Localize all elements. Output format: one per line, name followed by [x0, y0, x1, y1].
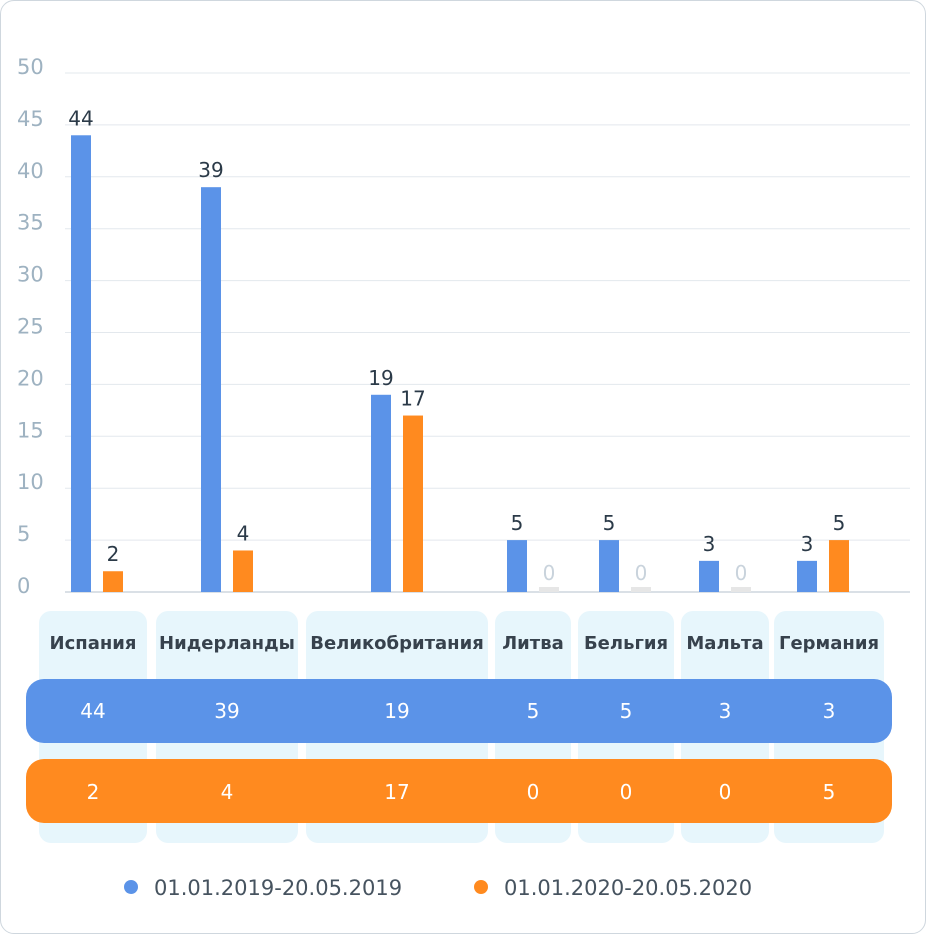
series2-bar-3: [403, 415, 423, 592]
series2-row-value-6: 0: [719, 780, 732, 804]
y-tick-label: 10: [17, 470, 44, 494]
series2-bar-2: [233, 550, 253, 592]
series2-bar-7: [829, 540, 849, 592]
series2-bar-5: [631, 587, 651, 592]
series1-row-value-2: 39: [214, 699, 239, 723]
series1-row-value-7: 3: [823, 699, 836, 723]
series2-bar-6: [731, 587, 751, 592]
category-label-1: Испания: [50, 633, 137, 654]
series2-bar-4: [539, 587, 559, 592]
y-tick-label: 50: [17, 55, 44, 79]
series1-row-value-1: 44: [80, 699, 105, 723]
category-label-3: Великобритания: [310, 633, 484, 654]
legend-label-series1: 01.01.2019-20.05.2019: [154, 876, 402, 900]
y-tick-label: 30: [17, 263, 44, 287]
y-tick-label: 15: [17, 418, 44, 442]
series2-row-value-4: 0: [527, 780, 540, 804]
series2-bar-1: [103, 571, 123, 592]
series2-data-label-6: 0: [735, 561, 748, 585]
series2-row-value-7: 5: [823, 780, 836, 804]
series2-row-value-2: 4: [221, 780, 234, 804]
y-tick-label: 5: [17, 522, 30, 546]
series2-row-value-3: 17: [384, 780, 409, 804]
series1-bar-7: [797, 560, 817, 592]
category-label-5: Бельгия: [584, 633, 668, 654]
series1-bar-5: [599, 540, 619, 592]
series1-data-label-6: 3: [703, 532, 716, 556]
category-label-2: Нидерланды: [159, 633, 295, 654]
legend-label-series2: 01.01.2020-20.05.2020: [504, 876, 752, 900]
y-tick-label: 0: [17, 574, 30, 598]
series1-row-value-5: 5: [620, 699, 633, 723]
series1-data-label-2: 39: [198, 158, 223, 182]
series2-data-label-2: 4: [237, 521, 250, 545]
series2-data-label-4: 0: [543, 561, 556, 585]
category-label-4: Литва: [502, 633, 564, 654]
series1-data-label-3: 19: [368, 366, 393, 390]
y-tick-label: 40: [17, 159, 44, 183]
series1-row-value-4: 5: [527, 699, 540, 723]
series1-bar-6: [699, 560, 719, 592]
series2-data-label-7: 5: [833, 511, 846, 535]
series2-data-label-5: 0: [635, 561, 648, 585]
legend-marker-series1: [124, 880, 138, 894]
series1-row-value-6: 3: [719, 699, 732, 723]
series1-values-row: [26, 679, 892, 743]
series2-data-label-1: 2: [107, 542, 120, 566]
series1-data-label-4: 5: [511, 511, 524, 535]
series2-values-row: [26, 759, 892, 823]
series2-row-value-5: 0: [620, 780, 633, 804]
y-tick-label: 25: [17, 315, 44, 339]
series1-data-label-1: 44: [68, 106, 93, 130]
series1-data-label-5: 5: [603, 511, 616, 535]
y-tick-label: 45: [17, 107, 44, 131]
series1-bar-4: [507, 540, 527, 592]
series1-bar-2: [201, 187, 221, 592]
y-tick-label: 20: [17, 366, 44, 390]
category-label-6: Мальта: [686, 633, 763, 654]
series1-bar-1: [71, 135, 91, 592]
series1-data-label-7: 3: [801, 532, 814, 556]
series1-row-value-3: 19: [384, 699, 409, 723]
series2-row-value-1: 2: [87, 780, 100, 804]
series1-bar-3: [371, 394, 391, 592]
series2-data-label-3: 17: [400, 387, 425, 411]
y-tick-label: 35: [17, 211, 44, 235]
legend-marker-series2: [474, 880, 488, 894]
category-label-7: Германия: [779, 633, 879, 654]
